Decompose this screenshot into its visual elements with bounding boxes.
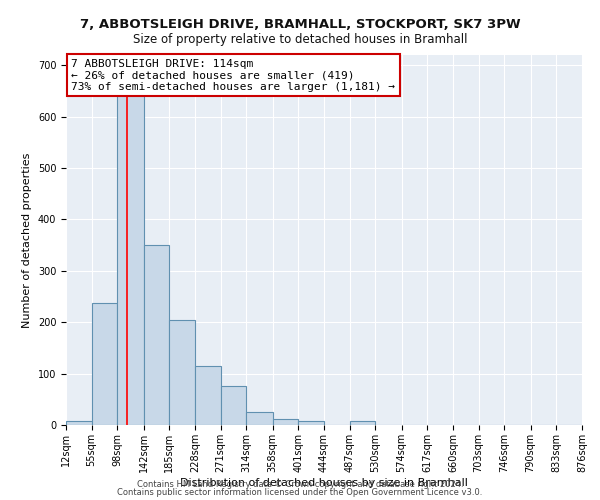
Bar xyxy=(350,422,376,425)
Text: 7 ABBOTSLEIGH DRIVE: 114sqm
← 26% of detached houses are smaller (419)
73% of se: 7 ABBOTSLEIGH DRIVE: 114sqm ← 26% of det… xyxy=(71,58,395,92)
Bar xyxy=(272,419,298,425)
Bar xyxy=(195,366,221,425)
Y-axis label: Number of detached properties: Number of detached properties xyxy=(22,152,32,328)
Text: 7, ABBOTSLEIGH DRIVE, BRAMHALL, STOCKPORT, SK7 3PW: 7, ABBOTSLEIGH DRIVE, BRAMHALL, STOCKPOR… xyxy=(80,18,520,30)
Bar xyxy=(221,386,247,425)
Text: Contains HM Land Registry data © Crown copyright and database right 2024.: Contains HM Land Registry data © Crown c… xyxy=(137,480,463,489)
Bar xyxy=(143,245,169,425)
Bar xyxy=(66,422,92,425)
Text: Size of property relative to detached houses in Bramhall: Size of property relative to detached ho… xyxy=(133,32,467,46)
Bar xyxy=(92,302,118,425)
Bar xyxy=(169,320,195,425)
X-axis label: Distribution of detached houses by size in Bramhall: Distribution of detached houses by size … xyxy=(180,478,468,488)
Bar xyxy=(247,412,272,425)
Bar xyxy=(118,91,143,425)
Text: Contains public sector information licensed under the Open Government Licence v3: Contains public sector information licen… xyxy=(118,488,482,497)
Bar xyxy=(298,421,324,425)
